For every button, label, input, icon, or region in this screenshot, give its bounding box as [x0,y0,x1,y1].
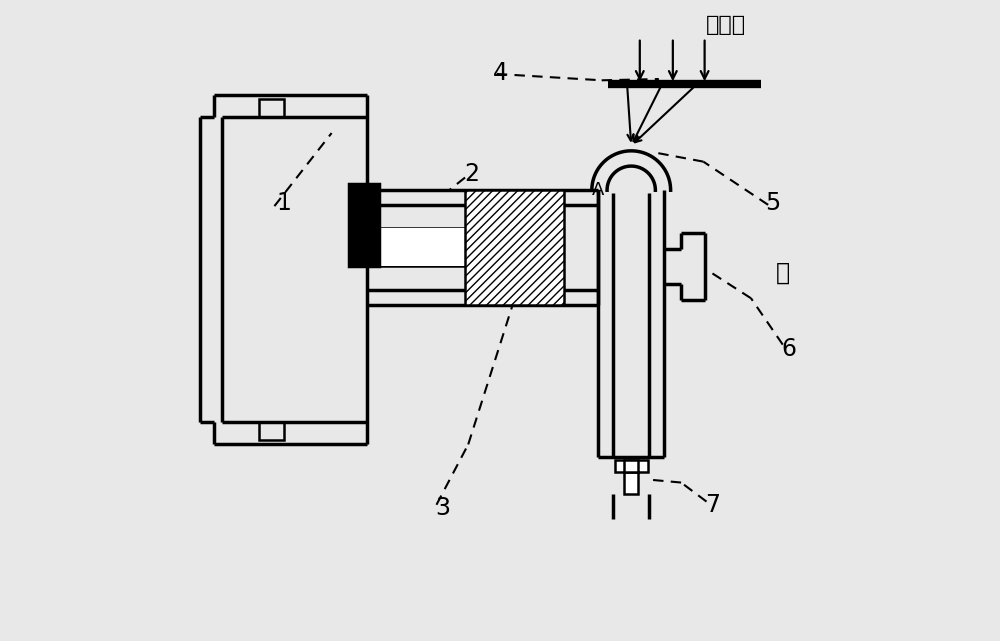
Bar [259,99,284,117]
Text: 4: 4 [493,61,508,85]
Text: 6: 6 [782,337,797,361]
Text: A: A [592,181,605,199]
Text: 1: 1 [277,191,291,215]
Bar [624,460,638,472]
Text: 2: 2 [464,162,479,187]
Text: 7: 7 [705,493,720,517]
Bar [349,184,379,267]
Text: 5: 5 [766,191,781,215]
Bar [465,190,564,304]
Bar [624,472,638,494]
Bar [615,460,648,472]
Bar [259,422,284,440]
Text: 太阳光: 太阳光 [706,15,746,35]
Text: 3: 3 [435,496,450,520]
Bar [367,228,465,267]
Text: 水: 水 [776,261,790,285]
